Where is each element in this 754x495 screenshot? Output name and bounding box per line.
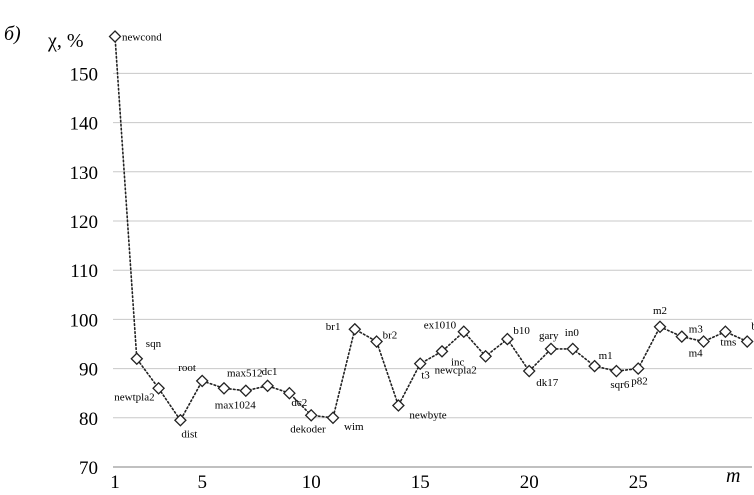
grid-lines: [113, 72, 752, 419]
data-point: [282, 386, 296, 400]
point-label: sqr6: [610, 379, 629, 391]
point-label: newcpla2: [435, 364, 477, 376]
point-label: p82: [631, 376, 648, 388]
point-label: max1024: [215, 400, 256, 412]
data-point: [522, 364, 536, 378]
point-label: newcond: [122, 32, 162, 44]
point-label: dekoder: [290, 423, 326, 435]
point-label: newbyte: [409, 410, 446, 422]
x-tick-label: 15: [411, 472, 430, 493]
point-label: wim: [344, 421, 364, 433]
data-point: [435, 344, 449, 358]
data-point: [697, 335, 711, 348]
point-label: br2: [383, 330, 398, 342]
point-label: t3: [421, 370, 430, 382]
point-label: dist: [181, 428, 197, 440]
data-point: [261, 379, 275, 393]
data-point: [173, 413, 187, 427]
data-point: [152, 381, 166, 395]
data-point: [675, 330, 689, 344]
point-label: br1: [326, 321, 341, 333]
x-axis-title: m: [726, 465, 740, 487]
x-tick-label: 5: [197, 472, 207, 493]
y-tick-label: 150: [70, 64, 99, 85]
data-point: [740, 335, 754, 348]
y-tick-label: 80: [79, 409, 98, 430]
y-axis-title: χ, %: [47, 30, 84, 52]
data-point: [326, 411, 340, 425]
y-tick-label: 100: [70, 310, 99, 331]
point-label: in0: [565, 327, 580, 339]
x-tick-label: 1: [110, 472, 120, 493]
x-tick-label: 20: [520, 472, 539, 493]
data-point: [457, 325, 471, 339]
y-tick-label: 120: [70, 212, 99, 233]
data-point: [544, 342, 558, 356]
series-path: [114, 35, 748, 422]
data-point: [304, 408, 318, 422]
point-label: max512: [227, 367, 262, 379]
point-labels: newcond sqn newtpla2 dist root max512 max1024 d…: [114, 32, 754, 441]
data-point: [130, 352, 144, 366]
point-label: m1: [599, 350, 613, 362]
point-label: m3: [689, 324, 704, 336]
y-tick-label: 110: [70, 261, 98, 282]
data-point: [631, 362, 645, 376]
y-tick-label: 90: [79, 360, 98, 381]
y-tick-label: 140: [70, 114, 99, 135]
point-label: b10: [513, 325, 530, 337]
data-point: [609, 364, 623, 378]
data-point: [479, 349, 493, 363]
data-point: [195, 374, 209, 388]
data-point: [718, 325, 732, 339]
series-line: [114, 35, 748, 422]
series-markers: [108, 30, 754, 427]
panel-label: б): [4, 23, 21, 45]
data-point: [391, 399, 405, 412]
point-label: m2: [653, 305, 667, 317]
y-tick-label: 70: [79, 458, 98, 479]
point-label: inc: [451, 356, 465, 368]
data-point: [500, 332, 514, 346]
data-point: [588, 359, 602, 373]
y-tick-label: 130: [70, 163, 99, 184]
point-label: tms: [720, 337, 736, 349]
point-label: dc2: [291, 397, 307, 409]
data-point: [108, 30, 122, 43]
x-tick-label: 10: [302, 472, 321, 493]
data-point: [566, 342, 580, 356]
point-label: gary: [539, 330, 559, 342]
data-point: [239, 384, 253, 398]
data-point: [217, 381, 231, 395]
point-label: root: [178, 362, 196, 374]
point-label: b2: [751, 321, 754, 333]
data-point: [348, 322, 362, 336]
point-label: ex1010: [424, 320, 457, 332]
x-tick-label: 25: [629, 472, 648, 493]
point-label: sqn: [146, 338, 162, 350]
point-label: dk17: [536, 377, 559, 389]
data-point: [370, 335, 384, 348]
point-label: dc1: [262, 366, 278, 378]
data-point: [653, 320, 667, 334]
point-label: newtpla2: [114, 391, 154, 403]
point-label: m4: [689, 348, 704, 360]
data-point: [413, 357, 427, 371]
